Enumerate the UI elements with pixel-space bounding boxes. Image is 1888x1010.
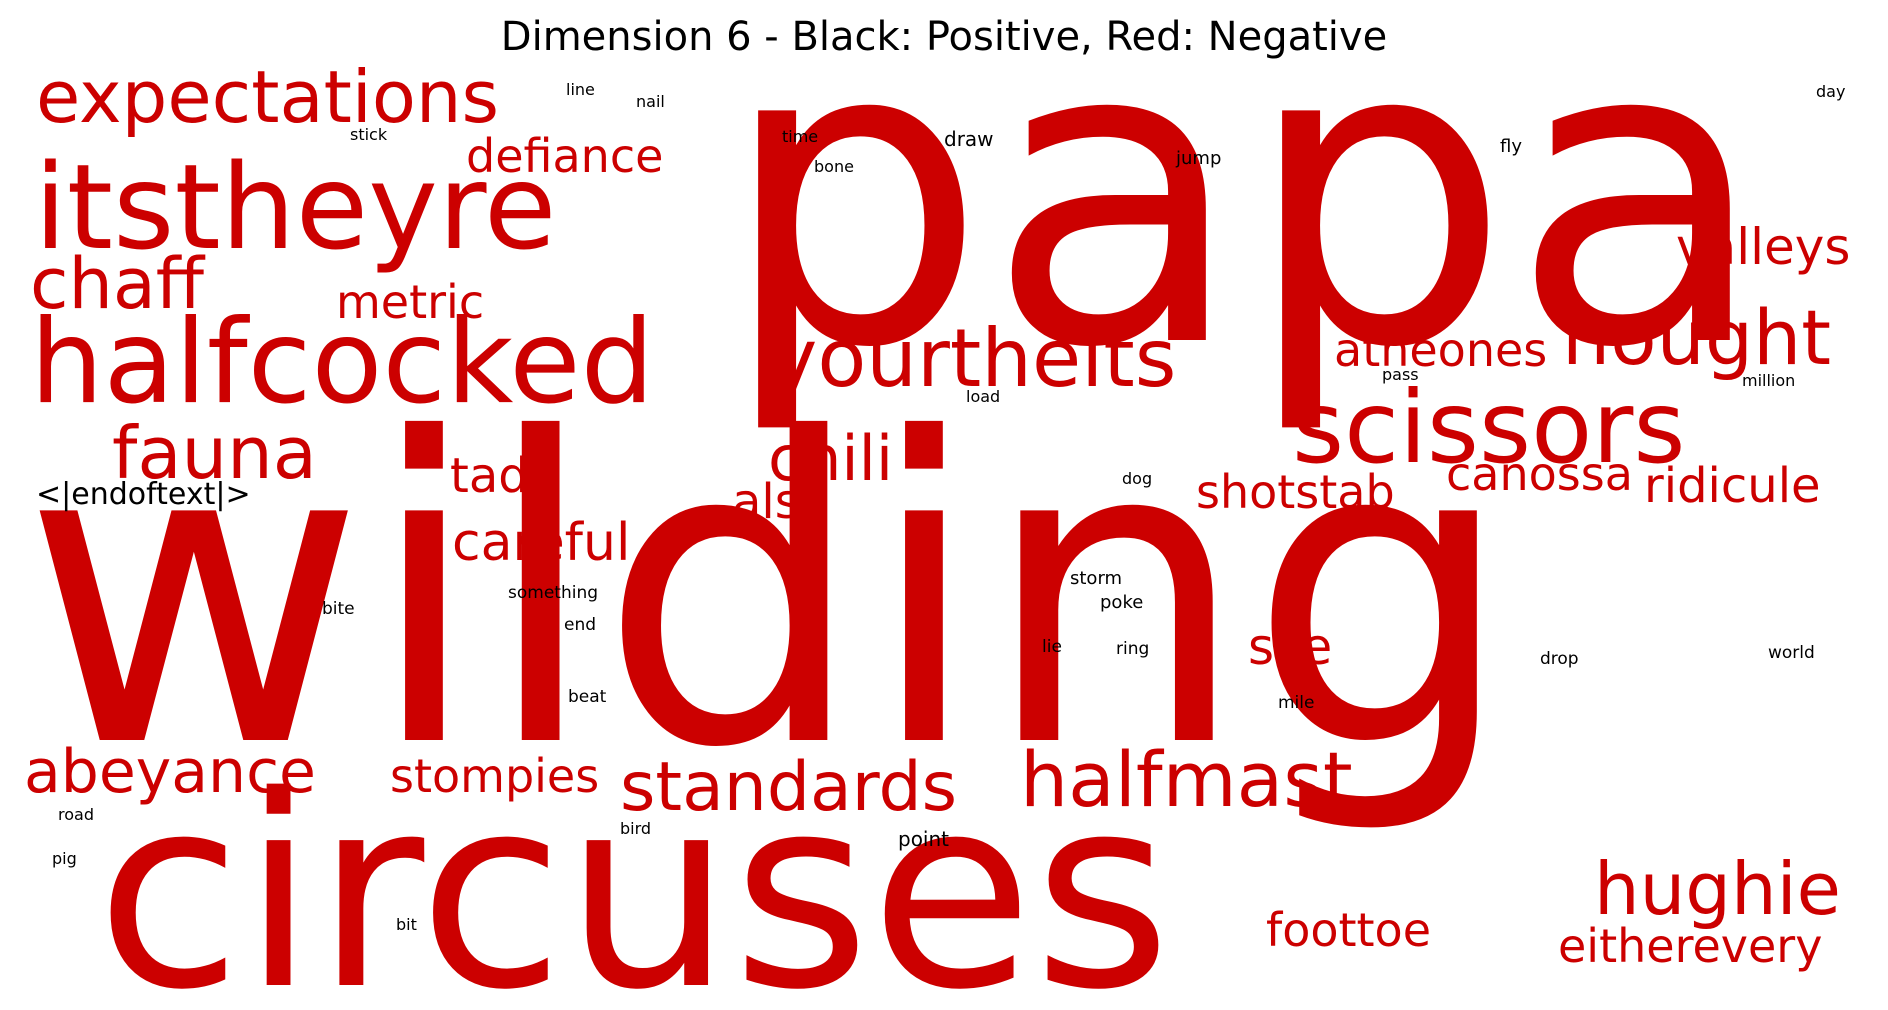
word-stompies: stompies	[390, 749, 599, 803]
word-mile: mile	[1278, 693, 1314, 713]
word-fauna: fauna	[112, 411, 317, 495]
word-bird: bird	[620, 819, 651, 838]
word-bone: bone	[814, 157, 854, 176]
word-expectations: expectations	[36, 55, 499, 139]
word-world: world	[1768, 643, 1815, 663]
word-end: end	[564, 615, 596, 635]
word-wilding: wilding	[22, 351, 1515, 840]
word-beat: beat	[568, 687, 607, 707]
word-million: million	[1742, 371, 1795, 390]
word-defiance: defiance	[466, 129, 663, 183]
word-dog: dog	[1122, 469, 1152, 488]
word-something: something	[508, 583, 598, 603]
word-pass: pass	[1382, 365, 1419, 384]
word-foottoe: foottoe	[1266, 903, 1431, 957]
word-jump: jump	[1175, 148, 1221, 169]
word-road: road	[58, 805, 94, 824]
word-canossa: canossa	[1446, 447, 1633, 501]
chart-title: Dimension 6 - Black: Positive, Red: Nega…	[500, 14, 1388, 60]
word-abeyance: abeyance	[24, 737, 316, 807]
word-day: day	[1816, 82, 1845, 101]
word-bite: bite	[322, 599, 355, 619]
word-lie: lie	[1042, 637, 1062, 657]
word-storm: storm	[1070, 568, 1122, 589]
word-endoftext: <|endoftext|>	[36, 477, 251, 512]
word-itstheyre: itstheyre	[34, 138, 557, 276]
word-tad: tad	[450, 448, 529, 504]
word-also: also	[732, 474, 829, 530]
word-eitherevery: eitherevery	[1558, 919, 1822, 973]
word-halfmast: halfmast	[1020, 735, 1353, 824]
word-valleys: valleys	[1676, 218, 1850, 276]
word-bit: bit	[396, 915, 417, 934]
word-fly: fly	[1500, 136, 1522, 157]
word-draw: draw	[944, 127, 994, 151]
word-drop: drop	[1540, 649, 1579, 669]
word-metric: metric	[336, 275, 484, 329]
word-pig: pig	[52, 849, 77, 868]
word-poke: poke	[1100, 592, 1143, 613]
word-atheones: atheones	[1334, 323, 1547, 377]
word-line: line	[566, 80, 595, 99]
word-nail: nail	[636, 92, 665, 111]
word-hughie: hughie	[1594, 847, 1841, 931]
word-point: point	[898, 827, 949, 851]
word-ring: ring	[1116, 639, 1149, 659]
word-chili: chili	[768, 422, 893, 495]
word-circuses: circuses	[96, 740, 1171, 1010]
word-nought: nought	[1562, 293, 1831, 382]
word-time: time	[782, 127, 818, 146]
word-shotstab: shotstab	[1196, 465, 1395, 519]
word-load: load	[966, 387, 1000, 406]
word-ridicule: ridicule	[1644, 458, 1821, 514]
word-chaff: chaff	[30, 243, 206, 325]
word-standards: standards	[620, 748, 957, 827]
word-halfcocked: halfcocked	[30, 295, 654, 430]
word-stick: stick	[350, 125, 388, 144]
word-careful: careful	[452, 513, 630, 573]
word-yourtheits: yourtheits	[770, 312, 1176, 405]
word-papa: papa	[720, 0, 1768, 440]
word-scissors: scissors	[1292, 369, 1685, 486]
word-sce: sce	[1248, 618, 1332, 676]
